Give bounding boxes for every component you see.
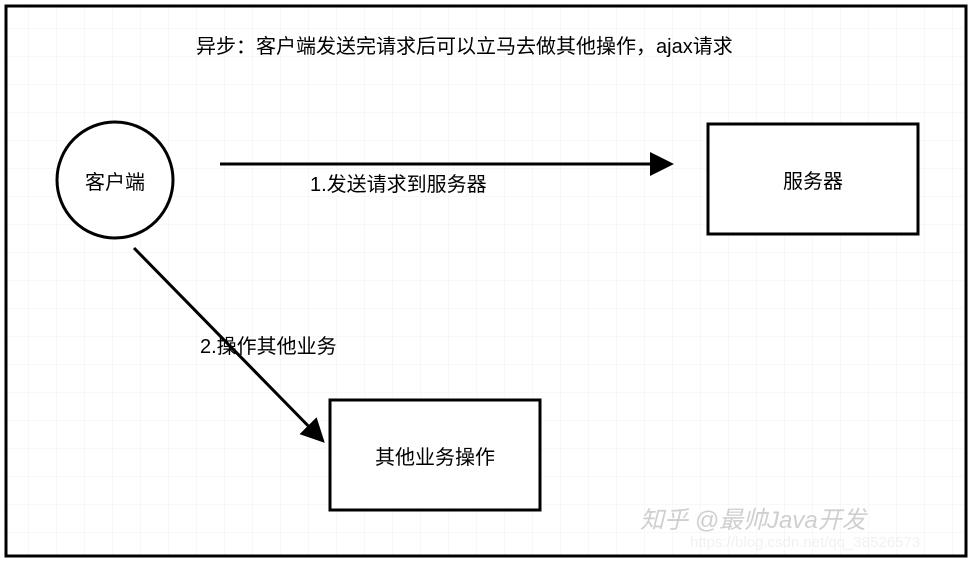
client-label: 客户端 bbox=[57, 122, 173, 238]
diagram-stage: 异步：客户端发送完请求后可以立马去做其他操作，ajax请求 客户端 服务器 其他… bbox=[0, 0, 972, 562]
edge-to-server-label: 1.发送请求到服务器 bbox=[310, 168, 487, 197]
other-label: 其他业务操作 bbox=[330, 400, 540, 510]
diagram-title: 异步：客户端发送完请求后可以立马去做其他操作，ajax请求 bbox=[196, 30, 733, 59]
edge-to-other-label: 2.操作其他业务 bbox=[200, 330, 337, 359]
server-label: 服务器 bbox=[708, 124, 918, 234]
watermark-csdn: https://blog.csdn.net/qq_38526573 bbox=[690, 534, 920, 551]
watermark-zhihu: 知乎 @最帅Java开发 bbox=[640, 500, 866, 535]
